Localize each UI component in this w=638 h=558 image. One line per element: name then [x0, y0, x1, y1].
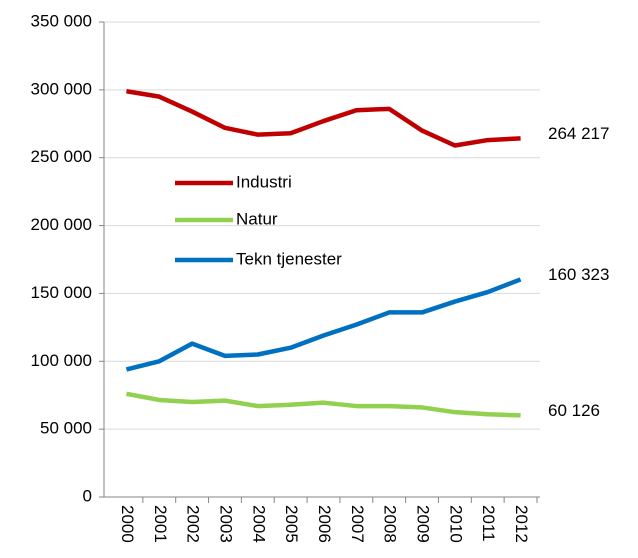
- series-line: [126, 391, 521, 418]
- y-tick-label: 250 000: [31, 147, 92, 166]
- x-tick-label: 2012: [512, 505, 531, 543]
- x-tick-label: 2009: [414, 505, 433, 543]
- x-tick-label: 2000: [118, 505, 137, 543]
- legend-label: Tekn tjenester: [236, 249, 342, 268]
- legend-label: Industri: [236, 172, 292, 191]
- x-tick-label: 2003: [216, 505, 235, 543]
- x-tick-label: 2011: [479, 505, 498, 542]
- value-label: 264 217: [548, 124, 609, 143]
- legend-label: Natur: [236, 209, 278, 228]
- x-tick-label: 2010: [446, 505, 465, 543]
- y-tick-label: 200 000: [31, 215, 92, 234]
- x-tick-label: 2002: [184, 505, 203, 543]
- x-tick-label: 2005: [282, 505, 301, 543]
- y-tick-label: 50 000: [40, 419, 92, 438]
- y-tick-label: 350 000: [31, 11, 92, 30]
- x-tick-label: 2001: [151, 505, 170, 543]
- value-label: 60 126: [548, 401, 600, 420]
- value-label: 160 323: [548, 265, 609, 284]
- x-tick-label: 2007: [348, 505, 367, 543]
- y-tick-label: 100 000: [31, 351, 92, 370]
- series-line: [126, 88, 521, 148]
- series-line: [125, 277, 522, 372]
- y-tick-label: 0: [83, 486, 92, 505]
- y-tick-label: 300 000: [31, 79, 92, 98]
- x-tick-label: 2004: [249, 505, 268, 543]
- x-tick-label: 2006: [315, 505, 334, 543]
- x-tick-label: 2008: [381, 505, 400, 543]
- y-tick-label: 150 000: [31, 283, 92, 302]
